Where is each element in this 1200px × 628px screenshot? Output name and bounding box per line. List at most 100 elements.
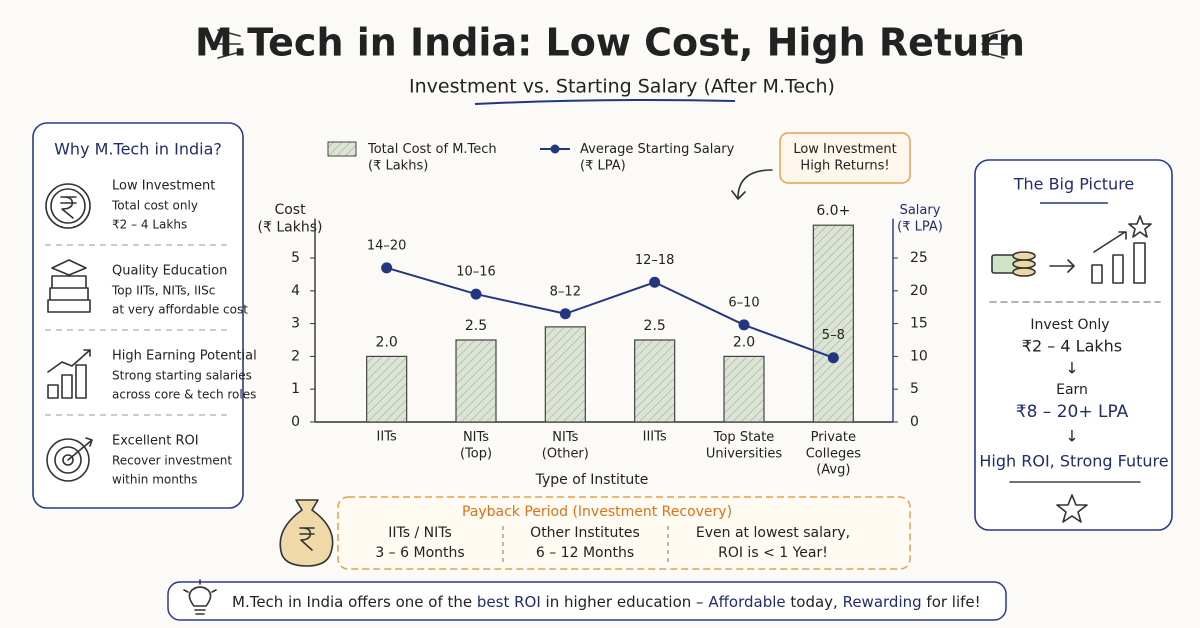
y2-tick-label: 5 bbox=[910, 381, 919, 397]
y-tick-label: 5 bbox=[291, 250, 300, 266]
point-label: 12–18 bbox=[635, 253, 675, 268]
panel-title: Why M.Tech in India? bbox=[54, 140, 222, 159]
legend-label: Total Cost of M.Tech (₹ Lakhs) bbox=[367, 142, 497, 173]
subtitle-underline bbox=[474, 99, 736, 105]
rupee-icon bbox=[45, 183, 91, 229]
x-tick-label: IIITs bbox=[643, 430, 667, 445]
callout-box bbox=[779, 132, 911, 184]
callout: Low Investment High Returns! bbox=[793, 142, 896, 173]
bulb-rays bbox=[183, 579, 217, 593]
legend-swatch bbox=[327, 141, 357, 157]
rupee-icon bbox=[50, 188, 86, 224]
target-icon bbox=[46, 438, 90, 482]
rupee-icon bbox=[60, 196, 77, 219]
subtitle: Investment vs. Starting Salary (After M.… bbox=[409, 76, 835, 98]
bar-label: 2.5 bbox=[465, 318, 487, 334]
salary-line bbox=[386, 266, 834, 359]
bar bbox=[812, 224, 854, 423]
title: M.Tech in India: Low Cost, High Return bbox=[195, 21, 1025, 65]
y2-tick-label: 10 bbox=[910, 348, 928, 364]
footer-segment: M.Tech in India offers one of the bbox=[232, 593, 477, 611]
arrow-icon bbox=[1049, 259, 1075, 273]
separators bbox=[45, 244, 232, 416]
payback-box: Payback Period (Investment Recovery) IIT… bbox=[279, 496, 911, 570]
y2-tick-label: 25 bbox=[910, 250, 928, 266]
coin-icon bbox=[1012, 251, 1036, 261]
y-tick-label: 2 bbox=[291, 348, 300, 364]
bulb-icon bbox=[183, 579, 217, 615]
salary-point bbox=[381, 262, 393, 274]
payback-text: Even at lowest salary, bbox=[696, 525, 850, 541]
money-bag bbox=[279, 499, 334, 567]
bar bbox=[455, 339, 497, 423]
item-line: at very affordable cost bbox=[112, 303, 248, 317]
payback-border bbox=[337, 496, 911, 570]
x-tick-label: NITs (Other) bbox=[542, 430, 589, 461]
point-label: 5–8 bbox=[822, 328, 845, 343]
payback-title: Payback Period (Investment Recovery) bbox=[462, 504, 732, 520]
coin-icon bbox=[1012, 259, 1036, 269]
earn-value: ₹8 – 20+ LPA bbox=[1016, 402, 1129, 422]
bar bbox=[544, 326, 586, 423]
icons bbox=[989, 215, 1161, 523]
star-icon bbox=[1128, 215, 1152, 238]
arrow: ↓ bbox=[1065, 359, 1078, 378]
point-label: 8–12 bbox=[550, 284, 581, 299]
right-panel: The Big Picture Invest Only ₹2 – 4 Lakhs… bbox=[974, 159, 1173, 531]
item-line: within months bbox=[112, 473, 197, 487]
salary-point bbox=[649, 276, 661, 288]
item-line: Top IITs, NITs, IISc bbox=[111, 284, 215, 298]
point-label: 14–20 bbox=[367, 238, 407, 253]
footer-segment: Rewarding bbox=[843, 593, 922, 611]
y-axis-label: Cost (₹ Lakhs) bbox=[258, 202, 323, 236]
y-tick-label: 0 bbox=[291, 414, 300, 430]
callout-arrow bbox=[731, 169, 773, 200]
x-tick-label: Private Colleges (Avg) bbox=[806, 430, 862, 478]
y2-tick-label: 15 bbox=[910, 316, 928, 332]
bar-label: 2.0 bbox=[376, 334, 398, 350]
payback-text: 6 – 12 Months bbox=[536, 545, 634, 561]
target-icon bbox=[62, 454, 74, 466]
point-label: 10–16 bbox=[456, 265, 496, 280]
legend-swatch bbox=[550, 144, 560, 154]
footer-border bbox=[167, 581, 1007, 621]
bar-label: 6.0+ bbox=[816, 203, 850, 219]
target-icon bbox=[54, 446, 82, 474]
books-icon bbox=[47, 259, 91, 313]
bar bbox=[634, 339, 676, 423]
item-line: Recover investment bbox=[112, 454, 232, 468]
item-title: Low Investment bbox=[112, 179, 215, 194]
payback-text: ROI is < 1 Year! bbox=[718, 545, 828, 561]
x-axis-label: Type of Institute bbox=[535, 472, 649, 488]
footer-segment: best ROI bbox=[477, 593, 541, 611]
payback-text: Other Institutes bbox=[530, 525, 640, 541]
footer-segment: today, bbox=[786, 593, 843, 611]
bar bbox=[723, 355, 765, 423]
coin-icon bbox=[1012, 267, 1036, 277]
salary-point bbox=[827, 352, 839, 364]
title-decoration bbox=[981, 29, 1008, 59]
chart: Low Investment High Returns! Cost (₹ Lakhs… bbox=[258, 132, 943, 488]
item-line: Strong starting salaries bbox=[112, 369, 252, 383]
left-panel: Why M.Tech in India? Low Investment Total… bbox=[32, 122, 257, 509]
icons bbox=[45, 183, 93, 482]
arrow: ↓ bbox=[1065, 427, 1078, 446]
item-title: Quality Education bbox=[112, 264, 227, 279]
item-line: Total cost only bbox=[111, 199, 198, 213]
growth-icon bbox=[1091, 231, 1146, 284]
footer-segment: in higher education – bbox=[541, 593, 709, 611]
salary-point bbox=[738, 319, 750, 331]
target-icon bbox=[67, 437, 93, 461]
salary-point bbox=[559, 308, 571, 320]
y2-tick-label: 0 bbox=[910, 414, 919, 430]
y2-tick-label: 20 bbox=[910, 283, 928, 299]
footer: M.Tech in India offers one of the best R… bbox=[167, 579, 1007, 621]
footer-segment: for life! bbox=[922, 593, 981, 611]
invest-label: Invest Only bbox=[1030, 317, 1109, 333]
conclusion: High ROI, Strong Future bbox=[979, 452, 1168, 471]
earn-label: Earn bbox=[1056, 382, 1088, 398]
point-label: 6–10 bbox=[728, 295, 759, 310]
money-bag-icon bbox=[279, 499, 334, 567]
panel-title: The Big Picture bbox=[1013, 175, 1135, 194]
